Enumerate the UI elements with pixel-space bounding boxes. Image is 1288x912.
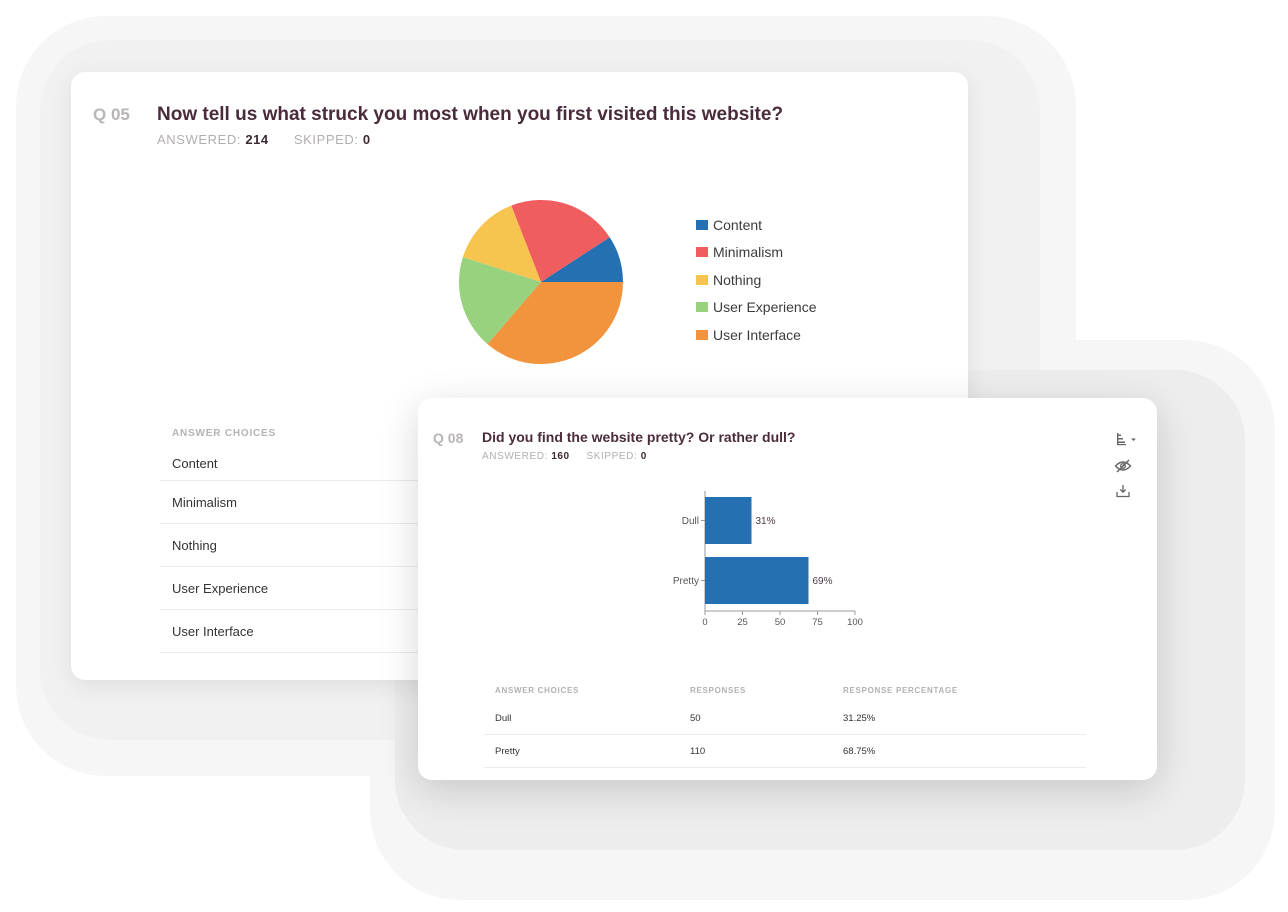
answer-choice: Minimalism — [172, 494, 237, 510]
bar-data-label: 69% — [813, 576, 833, 587]
legend-label: User Experience — [713, 299, 817, 316]
question-stats: ANSWERED: 160 SKIPPED: 0 — [482, 451, 647, 462]
chart-type-icon — [1117, 433, 1136, 446]
pie-slice-content[interactable] — [541, 237, 623, 282]
question-title: Did you find the website pretty? Or rath… — [482, 429, 796, 445]
bar-data-label: 31% — [756, 516, 776, 527]
answer-choice: Content — [172, 456, 218, 471]
table-row: Dull 50 31.25% — [484, 702, 1086, 735]
answer-choice: Nothing — [172, 537, 217, 553]
answered-label: ANSWERED: — [157, 132, 242, 147]
x-tick-label: 25 — [737, 617, 748, 628]
legend-label: User Interface — [713, 326, 801, 343]
legend-item[interactable]: Nothing — [696, 266, 817, 294]
table-row: Nothing — [160, 524, 490, 567]
download-icon — [1116, 485, 1130, 498]
pie-slice-nothing[interactable] — [462, 205, 541, 282]
question-stats: ANSWERED: 214 SKIPPED: 0 — [157, 132, 371, 147]
column-header-answer-choices: ANSWER CHOICES — [495, 685, 580, 695]
skipped-count: 0 — [640, 451, 647, 462]
pie-slice-user-interface[interactable] — [487, 282, 623, 364]
table-header: ANSWER CHOICES RESPONSES RESPONSE PERCEN… — [484, 678, 1086, 702]
y-tick-label: Dull — [682, 516, 699, 527]
bar-dull[interactable] — [705, 497, 752, 544]
column-header: ANSWER CHOICES — [172, 428, 276, 439]
response-percentage: 68.75% — [843, 745, 876, 757]
pie-chart — [459, 200, 623, 364]
table-row: Minimalism — [160, 481, 490, 524]
question-number: Q 05 — [93, 105, 130, 124]
bar-chart: 0 25 50 75 100 Dull 31% Pretty 69% — [673, 491, 863, 628]
legend-item[interactable]: User Interface — [696, 321, 817, 349]
legend-swatch — [696, 219, 708, 230]
answer-choices-table: ANSWER CHOICES Content Minimalism Nothing U… — [160, 425, 490, 653]
answered-count: 160 — [551, 451, 570, 462]
hide-button[interactable] — [1113, 456, 1133, 476]
legend-label: Minimalism — [713, 244, 783, 261]
legend-item[interactable]: User Experience — [696, 294, 817, 322]
answer-choice: User Interface — [172, 623, 254, 639]
legend-item[interactable]: Minimalism — [696, 239, 817, 267]
column-header-response-percentage: RESPONSE PERCENTAGE — [843, 685, 958, 695]
legend-swatch — [696, 329, 708, 340]
pie-slice-minimalism[interactable] — [511, 200, 610, 282]
answer-choice: Dull — [495, 712, 512, 724]
legend-swatch — [696, 302, 708, 313]
chart-type-button[interactable] — [1114, 430, 1140, 450]
skipped-count: 0 — [362, 132, 371, 147]
responses-table: ANSWER CHOICES RESPONSES RESPONSE PERCEN… — [484, 678, 1086, 768]
response-count: 110 — [690, 745, 706, 757]
answer-choice: Pretty — [495, 745, 520, 757]
table-row: Pretty 110 68.75% — [484, 735, 1086, 768]
legend-swatch — [696, 247, 708, 258]
table-row: User Interface — [160, 610, 490, 653]
x-tick-label: 75 — [812, 617, 823, 628]
legend-item[interactable]: Content — [696, 211, 817, 239]
legend-swatch — [696, 274, 708, 285]
question-card-q08: Q 08 Did you find the website pretty? Or… — [418, 398, 1157, 780]
pie-legend: Content Minimalism Nothing User Experience U… — [696, 211, 817, 349]
response-count: 50 — [690, 712, 701, 724]
skipped-label: SKIPPED: — [586, 451, 638, 462]
answer-choice: User Experience — [172, 580, 269, 596]
response-percentage: 31.25% — [843, 712, 876, 724]
answered-label: ANSWERED: — [482, 451, 548, 462]
question-number: Q 08 — [433, 430, 464, 446]
table-row: User Experience — [160, 567, 490, 610]
skipped-label: SKIPPED: — [293, 132, 359, 147]
pie-slice-user-experience[interactable] — [459, 257, 541, 345]
legend-label: Content — [713, 216, 763, 233]
hide-icon — [1114, 459, 1132, 473]
column-header-responses: RESPONSES — [690, 685, 747, 695]
x-tick-label: 50 — [775, 617, 786, 628]
bar-pretty[interactable] — [705, 557, 809, 604]
answered-count: 214 — [245, 132, 269, 147]
y-tick-label: Pretty — [673, 576, 699, 587]
download-button[interactable] — [1113, 481, 1133, 501]
table-row: Content — [160, 447, 490, 481]
question-title: Now tell us what struck you most when yo… — [157, 104, 784, 125]
legend-label: Nothing — [713, 271, 762, 288]
x-tick-label: 0 — [702, 617, 707, 628]
x-tick-label: 100 — [847, 617, 863, 628]
